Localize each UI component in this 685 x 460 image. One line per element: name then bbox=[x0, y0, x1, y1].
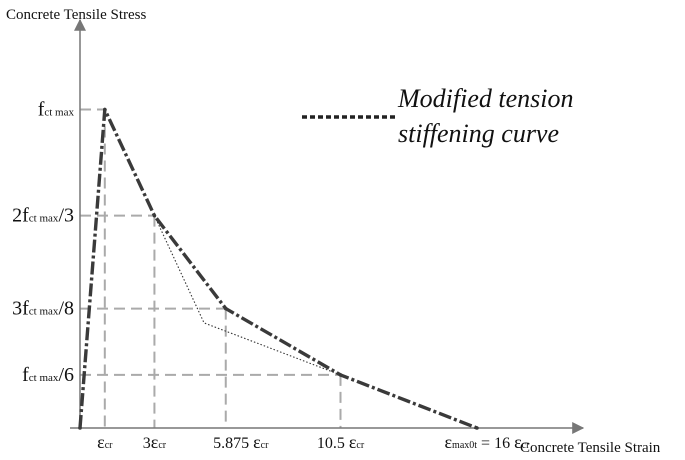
series-0-line bbox=[78, 107, 478, 430]
guide-lines bbox=[80, 108, 342, 428]
legend-label-line2: stiffening curve bbox=[398, 119, 559, 148]
y-tick-label-1: 2fct max/3 bbox=[12, 205, 74, 227]
x-tick-label-2: 5.875 εcr bbox=[213, 432, 269, 452]
series-0-point-3 bbox=[223, 306, 228, 311]
x-axis-title: Concrete Tensile Strain bbox=[520, 440, 661, 456]
series-0-point-5 bbox=[475, 426, 479, 430]
curves bbox=[78, 107, 479, 430]
y-tick-label-0: fct max bbox=[38, 99, 75, 121]
x-tick-labels: εcr 3εcr 5.875 εcr 10.5 εcr εmax0t = 16 εcr bbox=[97, 432, 530, 452]
series-0-point-0 bbox=[78, 426, 82, 430]
x-tick-label-0: εcr bbox=[97, 432, 113, 452]
y-axis-title: Concrete Tensile Stress bbox=[6, 7, 146, 23]
y-tick-label-3: fct max/6 bbox=[22, 364, 74, 386]
series-0-point-1 bbox=[103, 107, 107, 112]
legend-label-line1: Modified tension bbox=[397, 84, 573, 113]
legend: Modified tension stiffening curve bbox=[302, 84, 573, 148]
y-tick-label-2: 3fct max/8 bbox=[12, 298, 74, 320]
x-tick-label-1: 3εcr bbox=[143, 432, 167, 452]
x-tick-label-3: 10.5 εcr bbox=[317, 432, 365, 452]
series-1-line bbox=[153, 215, 341, 376]
y-tick-labels: fct max 2fct max/3 3fct max/8 fct max/6 bbox=[12, 99, 74, 386]
x-tick-label-4: εmax0t = 16 εcr bbox=[444, 432, 530, 452]
